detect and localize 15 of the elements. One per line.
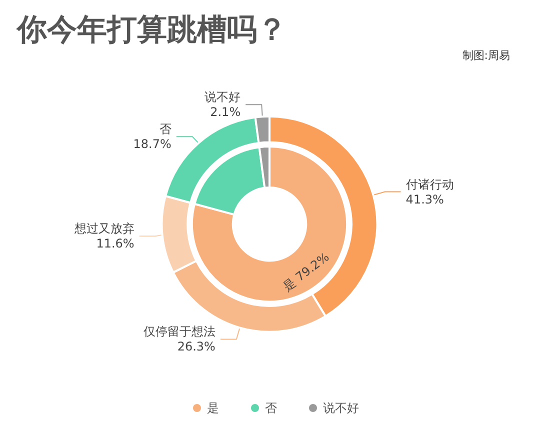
slice-label: 仅停留于想法	[143, 324, 216, 339]
slice-label: 付诸行动	[404, 177, 454, 192]
slice-label: 说不好	[204, 90, 241, 104]
text: 制图:周易	[462, 49, 510, 62]
legend-label: 说不好	[323, 401, 359, 415]
legend-label: 否	[265, 401, 277, 415]
data-label: 11.6%	[96, 236, 134, 251]
slice-label: 想过又放弃	[73, 222, 134, 236]
slice-label: 否	[159, 122, 172, 136]
data-label: 2.1%	[210, 105, 241, 120]
legend-label: 是	[207, 401, 219, 415]
data-label: 41.3%	[406, 192, 444, 206]
data-label: 18.7%	[133, 137, 172, 152]
data-label: 26.3%	[177, 340, 216, 354]
chart-title: 你今年打算跳槽吗？	[15, 12, 287, 48]
